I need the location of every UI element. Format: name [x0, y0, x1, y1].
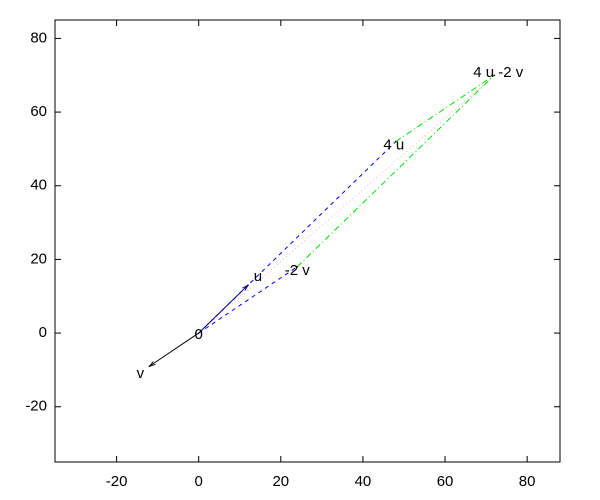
- vector: [395, 74, 495, 142]
- point: [197, 332, 200, 334]
- point: [394, 140, 397, 143]
- x-tick-label: 80: [519, 473, 536, 490]
- point-label: 4 u: [383, 137, 404, 154]
- y-tick-label: -20: [25, 398, 47, 415]
- vector: [198, 285, 248, 334]
- vector: [149, 332, 199, 366]
- point-label: u: [254, 268, 262, 285]
- point: [493, 74, 496, 77]
- x-tick-label: 60: [437, 473, 454, 490]
- vector: [198, 266, 298, 334]
- y-tick-label: 20: [30, 250, 47, 267]
- point-label: v: [137, 365, 145, 382]
- x-tick-label: 0: [195, 473, 203, 490]
- point-label: 0: [195, 326, 203, 343]
- point-label: 4 u -2 v: [473, 64, 524, 81]
- point: [247, 284, 249, 287]
- y-tick-label: 40: [30, 177, 47, 194]
- point-label: -2 v: [285, 262, 311, 279]
- x-tick-label: -20: [106, 473, 128, 490]
- vector: [198, 74, 495, 334]
- vector: [198, 141, 397, 334]
- x-tick-label: 40: [355, 473, 372, 490]
- y-tick-label: 80: [30, 29, 47, 46]
- x-tick-label: 20: [272, 473, 289, 490]
- y-tick-label: 60: [30, 103, 47, 120]
- point: [148, 365, 151, 368]
- point: [296, 265, 299, 268]
- vector: [296, 74, 495, 268]
- y-tick-label: 0: [39, 324, 47, 341]
- plot-frame: [54, 19, 561, 463]
